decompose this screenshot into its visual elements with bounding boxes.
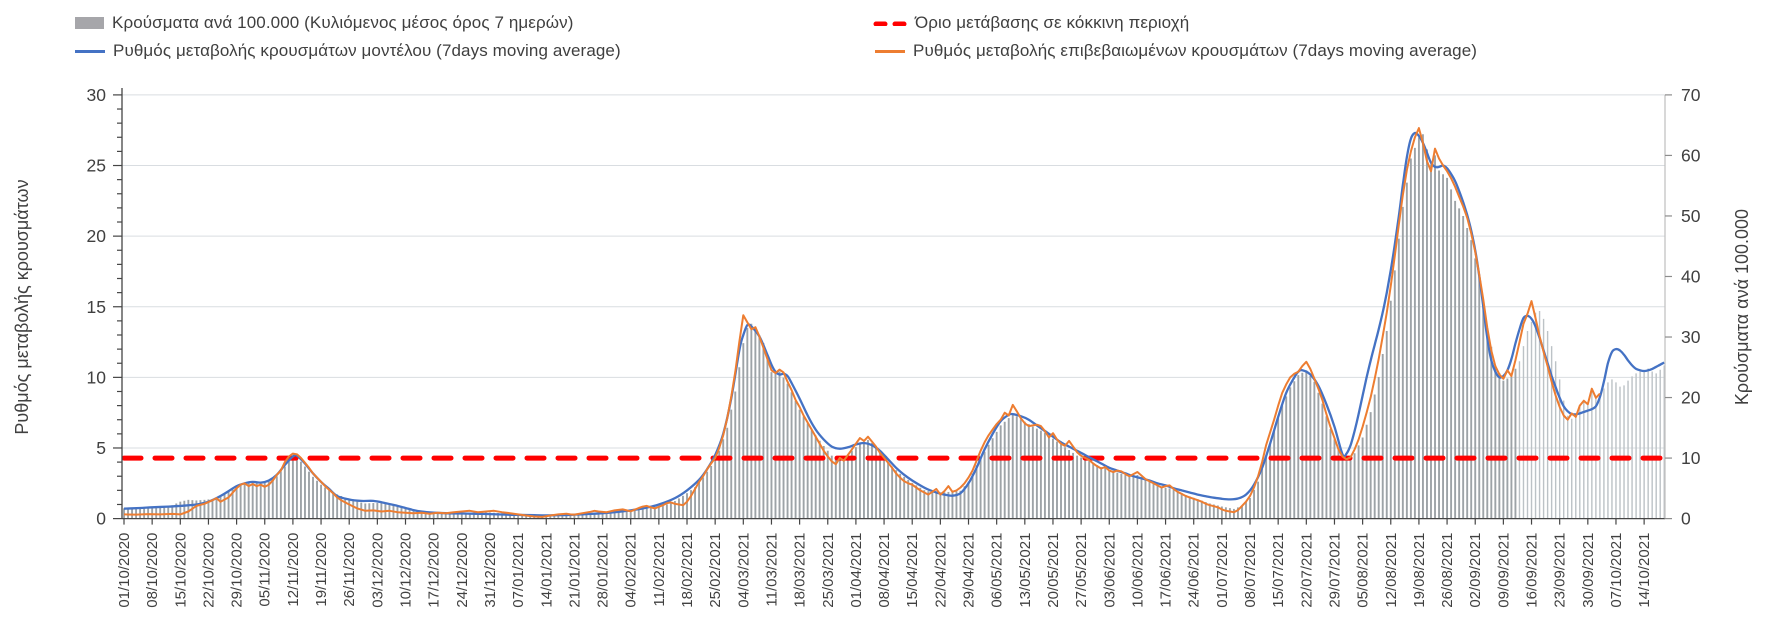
- right-axis-tick-label: 70: [1681, 85, 1701, 105]
- legend-label-confirmed: Ρυθμός μεταβολής επιβεβαιωμένων κρουσμάτ…: [913, 41, 1478, 60]
- x-axis-tick-label: 04/03/2021: [735, 533, 752, 608]
- legend-label-model: Ρυθμός μεταβολής κρουσμάτων μοντέλου (7d…: [113, 41, 621, 60]
- x-axis-tick-label: 06/05/2021: [989, 533, 1006, 608]
- x-axis-tick-label: 22/07/2021: [1298, 533, 1315, 608]
- x-axis-tick-label: 19/11/2020: [313, 533, 330, 607]
- x-axis-tick-label: 22/10/2020: [200, 533, 217, 608]
- x-axis-tick-label: 08/04/2021: [876, 533, 893, 608]
- x-axis-tick-label: 03/06/2021: [1101, 533, 1118, 608]
- x-axis-tick-label: 07/01/2021: [510, 533, 527, 608]
- right-axis-tick-label: 60: [1681, 145, 1701, 165]
- legend-item-threshold: Όριο μετάβασης σε κόκκινη περιοχή: [873, 13, 1189, 33]
- x-axis-tick-label: 02/09/2021: [1467, 533, 1484, 608]
- x-axis-tick-label: 09/09/2021: [1495, 533, 1512, 608]
- right-axis-title: Κρούσματα ανά 100.000: [1732, 209, 1752, 405]
- left-axis-title: Ρυθμός μεταβολής κρουσμάτων: [12, 179, 32, 434]
- left-axis-tick-label: 5: [96, 438, 106, 458]
- x-axis-tick-label: 08/07/2021: [1242, 533, 1259, 608]
- x-axis-tick-label: 14/01/2021: [538, 533, 555, 608]
- x-axis-tick-label: 01/07/2021: [1214, 533, 1231, 608]
- x-axis-tick-label: 30/09/2021: [1580, 533, 1597, 608]
- x-axis-tick-label: 26/11/2020: [341, 533, 358, 607]
- x-axis-tick-label: 17/12/2020: [426, 533, 443, 608]
- x-axis-tick-label: 10/06/2021: [1129, 533, 1146, 608]
- bar-swatch-icon: [75, 17, 104, 29]
- left-axis-tick-label: 0: [96, 509, 106, 529]
- line-swatch-orange-icon: [875, 49, 905, 53]
- left-axis-tick-label: 25: [87, 156, 106, 176]
- x-axis-tick-label: 05/08/2021: [1355, 533, 1372, 608]
- x-axis-tick-label: 18/03/2021: [792, 533, 809, 608]
- x-axis-tick-label: 19/08/2021: [1411, 533, 1428, 608]
- left-axis-tick-label: 10: [87, 367, 107, 387]
- dash-swatch-icon: [873, 21, 907, 26]
- left-axis-tick-label: 20: [87, 226, 107, 246]
- x-axis-tick-label: 11/02/2021: [651, 533, 668, 607]
- x-axis-tick-label: 03/12/2020: [369, 533, 386, 608]
- legend-item-model: Ρυθμός μεταβολής κρουσμάτων μοντέλου (7d…: [75, 41, 621, 61]
- x-axis-tick-label: 26/08/2021: [1439, 533, 1456, 608]
- x-axis-tick-label: 28/01/2021: [595, 533, 612, 608]
- right-axis-tick-label: 20: [1681, 388, 1701, 408]
- x-axis-tick-label: 11/03/2021: [763, 533, 780, 607]
- x-axis-tick-label: 29/07/2021: [1326, 533, 1343, 608]
- left-axis-tick-label: 30: [87, 85, 107, 105]
- x-axis-tick-label: 12/11/2020: [285, 533, 302, 607]
- x-axis-tick-label: 16/09/2021: [1524, 533, 1541, 608]
- x-axis-tick-label: 25/03/2021: [820, 533, 837, 608]
- x-axis-tick-label: 29/04/2021: [961, 533, 978, 608]
- x-axis-tick-label: 04/02/2021: [623, 533, 640, 608]
- x-axis-tick-label: 08/10/2020: [144, 533, 161, 608]
- legend-label-bars: Κρούσματα ανά 100.000 (Κυλιόμενος μέσος …: [112, 13, 574, 32]
- x-axis-tick-label: 10/12/2020: [398, 533, 415, 608]
- x-axis-tick-label: 27/05/2021: [1073, 533, 1090, 608]
- left-axis-tick-label: 15: [87, 297, 106, 317]
- legend-item-bars: Κρούσματα ανά 100.000 (Κυλιόμενος μέσος …: [75, 13, 573, 33]
- x-axis-tick-label: 21/01/2021: [566, 533, 583, 608]
- x-axis-tick-label: 12/08/2021: [1383, 533, 1400, 608]
- right-axis-tick-label: 10: [1681, 448, 1701, 468]
- x-axis-tick-label: 17/06/2021: [1158, 533, 1175, 608]
- x-axis-tick-label: 31/12/2020: [482, 533, 499, 608]
- x-axis-tick-label: 15/04/2021: [904, 533, 921, 608]
- x-axis-tick-label: 22/04/2021: [932, 533, 949, 608]
- legend-item-confirmed: Ρυθμός μεταβολής επιβεβαιωμένων κρουσμάτ…: [875, 41, 1477, 61]
- x-axis-tick-label: 23/09/2021: [1552, 533, 1569, 608]
- x-axis-tick-label: 18/02/2021: [679, 533, 696, 608]
- x-axis-tick-label: 24/12/2020: [454, 533, 471, 608]
- x-axis-tick-label: 01/10/2020: [116, 533, 133, 608]
- x-axis-tick-label: 01/04/2021: [848, 533, 865, 608]
- x-axis-tick-label: 20/05/2021: [1045, 533, 1062, 608]
- x-axis-tick-label: 05/11/2020: [257, 533, 274, 607]
- x-axis-tick-label: 24/06/2021: [1186, 533, 1203, 608]
- x-axis-tick-label: 29/10/2020: [229, 533, 246, 608]
- x-axis-tick-label: 13/05/2021: [1017, 533, 1034, 608]
- right-axis-tick-label: 0: [1681, 509, 1691, 529]
- right-axis-tick-label: 40: [1681, 266, 1701, 286]
- legend-label-threshold: Όριο μετάβασης σε κόκκινη περιοχή: [915, 13, 1190, 32]
- right-axis-tick-label: 30: [1681, 327, 1701, 347]
- x-axis-tick-label: 25/02/2021: [707, 533, 724, 608]
- x-axis-tick-label: 07/10/2021: [1608, 533, 1625, 608]
- line-swatch-blue-icon: [75, 49, 105, 53]
- right-axis-tick-label: 50: [1681, 206, 1701, 226]
- x-axis-tick-label: 15/07/2021: [1270, 533, 1287, 608]
- x-axis-tick-label: 14/10/2021: [1636, 533, 1653, 608]
- x-axis-tick-label: 15/10/2020: [172, 533, 189, 608]
